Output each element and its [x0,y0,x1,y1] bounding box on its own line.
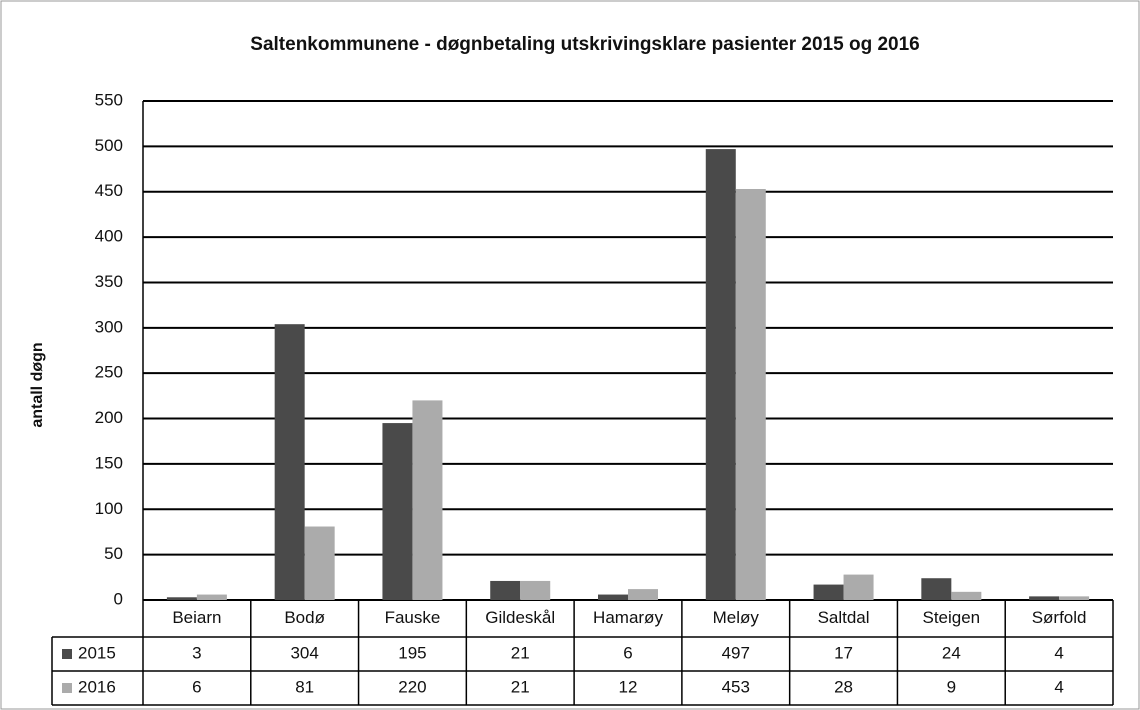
x-tick-label: Gildeskål [485,608,555,627]
y-tick-label: 200 [95,408,123,427]
table-value: 453 [722,677,750,696]
bar [705,149,736,600]
bar [813,584,844,600]
legend-label: 2015 [78,643,116,662]
x-tick-label: Steigen [922,608,980,627]
x-tick-label: Hamarøy [593,608,663,627]
y-tick-label: 150 [95,453,123,472]
bar [951,591,982,600]
bar [304,526,335,600]
x-tick-label: Meløy [713,608,760,627]
table-value: 9 [947,677,956,696]
y-tick-label: 400 [95,227,123,246]
table-value: 12 [619,677,638,696]
table-value: 6 [192,677,201,696]
y-axis-title: antall døgn [29,342,46,427]
x-tick-label: Bodø [284,608,325,627]
table-value: 4 [1054,677,1063,696]
table-value: 195 [398,643,426,662]
table-value: 28 [834,677,853,696]
table-value: 3 [192,643,201,662]
y-tick-label: 550 [95,90,123,109]
table-value: 304 [290,643,318,662]
bar [921,578,952,600]
table-value: 4 [1054,643,1063,662]
x-tick-label: Sørfold [1032,608,1087,627]
y-tick-label: 50 [104,544,123,563]
table-value: 24 [942,643,961,662]
y-tick-label: 300 [95,317,123,336]
table-value: 220 [398,677,426,696]
table-value: 21 [511,677,530,696]
bar [735,189,766,601]
y-tick-label: 0 [114,589,123,608]
y-tick-label: 450 [95,181,123,200]
bar [382,423,413,600]
bar [412,400,443,600]
y-tick-label: 500 [95,136,123,155]
legend-swatch [62,649,72,659]
table-value: 81 [295,677,314,696]
bar [598,594,628,600]
chart-title: Saltenkommunene - døgnbetaling utskrivin… [250,34,919,55]
bar [274,324,305,600]
y-tick-label: 250 [95,363,123,382]
table-value: 17 [834,643,853,662]
table-value: 6 [623,643,632,662]
bar [843,574,874,600]
legend-label: 2016 [78,677,116,696]
bar [196,594,227,600]
bar [1059,596,1090,600]
x-tick-label: Fauske [385,608,441,627]
bar [490,580,521,600]
x-tick-label: Saltdal [818,608,870,627]
table-value: 21 [511,643,530,662]
x-tick-label: Beiarn [172,608,221,627]
bar [520,580,551,600]
table-value: 497 [722,643,750,662]
bar [628,589,658,600]
y-tick-label: 100 [95,499,123,518]
bar [1029,596,1060,600]
bar [166,597,197,600]
legend-swatch [62,683,72,693]
y-tick-label: 350 [95,272,123,291]
